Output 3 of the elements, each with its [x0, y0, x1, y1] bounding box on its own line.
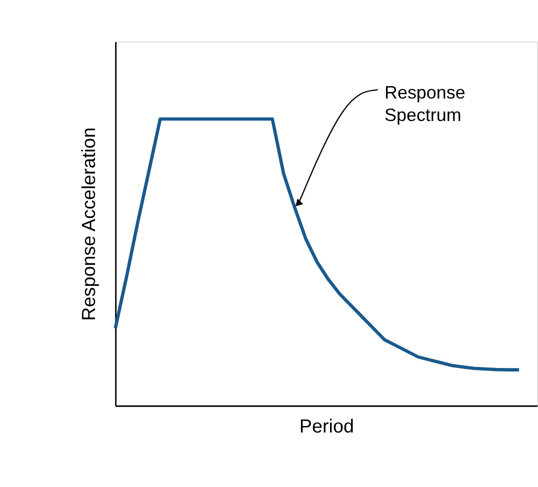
y-axis-title: Response Acceleration	[79, 127, 100, 321]
x-axis-title: Period	[299, 416, 354, 438]
annotation: Response Spectrum	[384, 82, 466, 125]
